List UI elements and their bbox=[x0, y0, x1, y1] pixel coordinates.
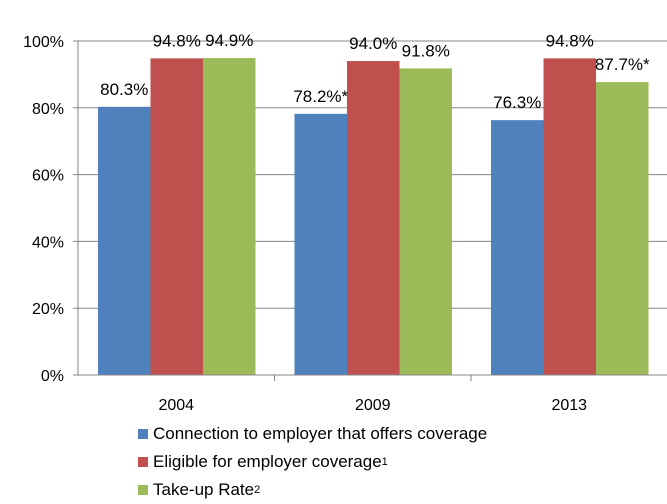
legend-label: Eligible for employer coverage bbox=[153, 452, 382, 471]
bar-chart: 0% 20% 40% 60% 80% 100% 2004 2009 2013 80.3% 78.2… bbox=[23, 31, 667, 414]
data-label: 94.0% bbox=[349, 34, 397, 53]
bar bbox=[491, 120, 544, 376]
data-label: 76.3% bbox=[493, 93, 541, 112]
bar bbox=[596, 82, 649, 375]
legend-label: Connection to employer that offers cover… bbox=[153, 424, 488, 443]
y-tick-label: 80% bbox=[32, 101, 64, 118]
x-tick-label: 2004 bbox=[158, 397, 194, 414]
legend-swatch bbox=[138, 485, 148, 495]
legend: Connection to employer that offers cover… bbox=[138, 420, 487, 504]
bar bbox=[399, 68, 452, 375]
bar bbox=[543, 58, 596, 375]
legend-item: Take-up Rate 2 bbox=[138, 476, 487, 504]
data-label: 94.8% bbox=[546, 31, 594, 50]
data-label: 91.8% bbox=[402, 41, 450, 60]
bar bbox=[347, 61, 400, 375]
legend-swatch bbox=[138, 457, 148, 467]
y-tick-label: 100% bbox=[23, 34, 64, 51]
axes: 0% 20% 40% 60% 80% 100% 2004 2009 2013 bbox=[23, 34, 667, 414]
data-label: 78.2%* bbox=[293, 87, 348, 106]
bars bbox=[98, 58, 649, 376]
data-label: 80.3% bbox=[100, 80, 148, 99]
legend-item: Connection to employer that offers cover… bbox=[138, 420, 487, 448]
y-tick-label: 0% bbox=[41, 368, 64, 385]
y-tick-label: 60% bbox=[32, 168, 64, 185]
bar bbox=[294, 113, 347, 375]
y-tick-label: 40% bbox=[32, 234, 64, 251]
data-label: 87.7%* bbox=[595, 55, 650, 74]
legend-swatch bbox=[138, 429, 148, 439]
legend-item: Eligible for employer coverage 1 bbox=[138, 448, 487, 476]
bar bbox=[150, 58, 203, 375]
legend-label: Take-up Rate bbox=[153, 480, 255, 499]
y-tick-label: 20% bbox=[32, 301, 64, 318]
bar bbox=[98, 106, 151, 375]
data-label: 94.9% bbox=[205, 31, 253, 50]
x-tick-label: 2013 bbox=[551, 397, 587, 414]
data-label: 94.8% bbox=[153, 31, 201, 50]
x-tick-label: 2009 bbox=[355, 397, 391, 414]
data-labels: 80.3% 78.2%* 76.3%94.8% 94.0% 94.8%94.9%91.8… bbox=[100, 31, 650, 112]
bar bbox=[203, 58, 256, 376]
